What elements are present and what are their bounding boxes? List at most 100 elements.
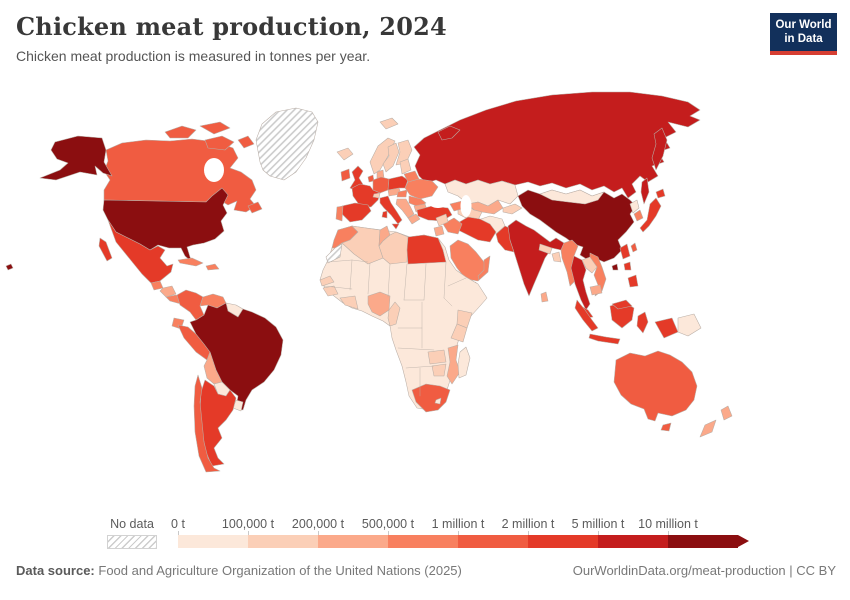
country-canada[interactable] bbox=[164, 125, 197, 139]
country-sri-lanka[interactable] bbox=[540, 291, 549, 303]
country-canada[interactable] bbox=[237, 135, 255, 149]
country-senegal[interactable] bbox=[319, 275, 335, 287]
country-russia[interactable] bbox=[651, 127, 668, 171]
country-zambia[interactable] bbox=[427, 349, 447, 365]
country-spain[interactable] bbox=[341, 202, 372, 223]
country-hispaniola[interactable] bbox=[205, 263, 220, 271]
country-canada[interactable] bbox=[204, 135, 235, 151]
country-png[interactable] bbox=[677, 313, 702, 337]
country-switzerland[interactable] bbox=[372, 192, 381, 199]
country-russia[interactable] bbox=[640, 177, 650, 205]
country-portugal[interactable] bbox=[335, 205, 344, 222]
country-kyrgyzstan-tajikistan[interactable] bbox=[502, 203, 523, 215]
country-philippines[interactable] bbox=[619, 243, 631, 260]
country-western-sahara[interactable] bbox=[325, 243, 343, 264]
country-usa[interactable] bbox=[39, 135, 113, 181]
country-new-zealand[interactable] bbox=[720, 405, 733, 421]
country-usa[interactable] bbox=[5, 263, 14, 271]
country-greece[interactable] bbox=[407, 213, 421, 225]
country-baltics[interactable] bbox=[399, 158, 412, 175]
country-canada[interactable] bbox=[199, 121, 231, 135]
country-zimbabwe[interactable] bbox=[431, 363, 447, 377]
country-philippines[interactable] bbox=[627, 274, 639, 288]
country-algeria[interactable] bbox=[341, 225, 384, 265]
country-italy[interactable] bbox=[381, 210, 388, 219]
country-hungary[interactable] bbox=[396, 189, 408, 198]
country-philippines[interactable] bbox=[623, 261, 632, 271]
country-iran[interactable] bbox=[455, 216, 497, 243]
country-syria[interactable] bbox=[435, 213, 449, 227]
country-indonesia[interactable] bbox=[636, 311, 649, 334]
country-china[interactable] bbox=[611, 263, 619, 271]
country-south-korea[interactable] bbox=[633, 209, 644, 222]
country-new-zealand[interactable] bbox=[699, 419, 717, 438]
country-japan[interactable] bbox=[639, 197, 662, 233]
country-guatemala[interactable] bbox=[150, 280, 164, 291]
legend-no-data[interactable]: No data bbox=[107, 517, 157, 549]
country-thailand[interactable] bbox=[570, 255, 591, 311]
country-mozambique[interactable] bbox=[446, 344, 461, 385]
country-cuba[interactable] bbox=[177, 257, 204, 267]
legend-bin[interactable] bbox=[528, 535, 598, 548]
country-russia[interactable] bbox=[437, 125, 461, 141]
legend-bin[interactable] bbox=[178, 535, 248, 548]
legend-bin[interactable] bbox=[318, 535, 388, 548]
credit-line[interactable]: OurWorldinData.org/meat-production | CC … bbox=[572, 563, 836, 578]
country-bolivia[interactable] bbox=[203, 351, 223, 385]
country-indonesia[interactable] bbox=[588, 333, 621, 345]
legend-bin[interactable] bbox=[598, 535, 668, 548]
country-mongolia[interactable] bbox=[539, 189, 605, 205]
country-taiwan[interactable] bbox=[630, 242, 638, 253]
data-source: Data source: Food and Agriculture Organi… bbox=[16, 563, 462, 578]
country-sweden[interactable] bbox=[382, 142, 400, 173]
country-laos[interactable] bbox=[581, 256, 598, 274]
country-indonesia[interactable] bbox=[574, 299, 599, 332]
country-cambodia[interactable] bbox=[589, 284, 603, 296]
country-cameroon[interactable] bbox=[387, 301, 401, 327]
legend-bin[interactable] bbox=[458, 535, 528, 548]
country-italy[interactable] bbox=[391, 223, 400, 230]
country-indonesia[interactable] bbox=[654, 317, 679, 339]
legend-bar: 0 t 100,000 t 200,000 t 500,000 t 1 million … bbox=[171, 517, 758, 549]
country-nepal[interactable] bbox=[538, 243, 553, 255]
legend-tick-label: 5 million t bbox=[571, 517, 625, 531]
country-bangladesh[interactable] bbox=[551, 251, 562, 263]
country-egypt[interactable] bbox=[406, 234, 447, 265]
country-chile[interactable] bbox=[193, 374, 221, 473]
country-ireland[interactable] bbox=[340, 168, 351, 182]
owid-logo[interactable]: Our World in Data bbox=[770, 13, 837, 55]
country-ivory-ghana[interactable] bbox=[339, 295, 359, 310]
country-norway[interactable] bbox=[379, 117, 399, 130]
legend-tick-label: 0 t bbox=[171, 517, 185, 531]
country-north-korea[interactable] bbox=[629, 199, 640, 214]
country-oman[interactable] bbox=[477, 255, 491, 281]
country-balkans[interactable] bbox=[395, 198, 415, 219]
country-tanzania[interactable] bbox=[450, 323, 468, 343]
world-map bbox=[5, 91, 733, 473]
country-iceland[interactable] bbox=[336, 147, 354, 161]
country-italy[interactable] bbox=[379, 195, 403, 225]
country-nigeria[interactable] bbox=[367, 291, 391, 317]
country-greenland[interactable] bbox=[255, 107, 319, 181]
country-malaysia[interactable] bbox=[611, 299, 633, 310]
legend-bin[interactable] bbox=[668, 535, 738, 548]
country-lesotho[interactable] bbox=[434, 397, 442, 405]
country-canada[interactable] bbox=[247, 201, 263, 214]
country-ukraine[interactable] bbox=[404, 178, 439, 200]
country-australia[interactable] bbox=[613, 350, 698, 422]
country-mexico[interactable] bbox=[107, 219, 174, 284]
country-mexico[interactable] bbox=[98, 237, 113, 262]
country-honduras-nicaragua[interactable] bbox=[159, 285, 177, 298]
legend-tick-label: 100,000 t bbox=[221, 517, 275, 531]
country-germany[interactable] bbox=[372, 176, 390, 194]
country-south-africa[interactable] bbox=[411, 383, 451, 413]
legend-bin[interactable] bbox=[388, 535, 458, 548]
country-jordan-israel[interactable] bbox=[433, 225, 445, 237]
country-libya[interactable] bbox=[378, 231, 409, 265]
country-colombia[interactable] bbox=[176, 289, 205, 321]
country-australia[interactable] bbox=[660, 422, 672, 432]
country-madagascar[interactable] bbox=[457, 346, 471, 379]
legend-bin[interactable] bbox=[248, 535, 318, 548]
country-japan[interactable] bbox=[655, 188, 666, 199]
country-kazakhstan[interactable] bbox=[444, 179, 519, 207]
